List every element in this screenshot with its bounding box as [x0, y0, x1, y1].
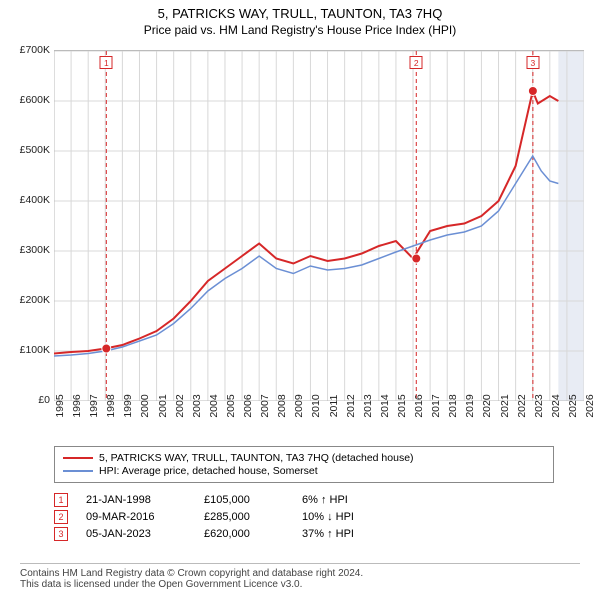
chart-svg: [54, 51, 584, 401]
legend-box: 5, PATRICKS WAY, TRULL, TAUNTON, TA3 7HQ…: [54, 446, 554, 483]
legend-label: HPI: Average price, detached house, Some…: [99, 465, 318, 477]
y-axis-label: £100K: [8, 344, 50, 356]
y-axis-label: £200K: [8, 294, 50, 306]
legend-swatch: [63, 457, 93, 459]
event-pct: 37% ↑ HPI: [302, 528, 412, 540]
event-pct: 6% ↑ HPI: [302, 494, 412, 506]
event-marker-badge: 3: [526, 56, 539, 69]
chart-title: 5, PATRICKS WAY, TRULL, TAUNTON, TA3 7HQ: [0, 6, 600, 21]
events-table: 1 21-JAN-1998 £105,000 6% ↑ HPI 2 09-MAR-2016…: [54, 490, 554, 544]
event-date: 09-MAR-2016: [86, 511, 186, 523]
footer-attribution: Contains HM Land Registry data © Crown c…: [20, 563, 580, 590]
event-date: 21-JAN-1998: [86, 494, 186, 506]
plot-region: [54, 50, 584, 400]
event-badge: 1: [54, 493, 68, 507]
event-price: £285,000: [204, 511, 284, 523]
legend-swatch: [63, 470, 93, 472]
chart-subtitle: Price paid vs. HM Land Registry's House …: [0, 23, 600, 37]
y-axis-label: £700K: [8, 44, 50, 56]
legend-item: 5, PATRICKS WAY, TRULL, TAUNTON, TA3 7HQ…: [63, 452, 545, 464]
event-row: 3 05-JAN-2023 £620,000 37% ↑ HPI: [54, 527, 554, 541]
event-marker-badge: 2: [410, 56, 423, 69]
legend-item: HPI: Average price, detached house, Some…: [63, 465, 545, 477]
y-axis-label: £500K: [8, 144, 50, 156]
footer-line1: Contains HM Land Registry data © Crown c…: [20, 568, 580, 579]
x-axis-label: 2026: [584, 394, 600, 417]
y-axis-label: £300K: [8, 244, 50, 256]
event-badge: 2: [54, 510, 68, 524]
event-row: 2 09-MAR-2016 £285,000 10% ↓ HPI: [54, 510, 554, 524]
y-axis-label: £600K: [8, 94, 50, 106]
event-row: 1 21-JAN-1998 £105,000 6% ↑ HPI: [54, 493, 554, 507]
event-marker-badge: 1: [100, 56, 113, 69]
y-axis-label: £400K: [8, 194, 50, 206]
event-badge: 3: [54, 527, 68, 541]
legend-label: 5, PATRICKS WAY, TRULL, TAUNTON, TA3 7HQ…: [99, 452, 414, 464]
chart-area: £0£100K£200K£300K£400K£500K£600K£700K199…: [8, 50, 592, 440]
y-axis-label: £0: [8, 394, 50, 406]
event-price: £105,000: [204, 494, 284, 506]
event-price: £620,000: [204, 528, 284, 540]
event-pct: 10% ↓ HPI: [302, 511, 412, 523]
event-date: 05-JAN-2023: [86, 528, 186, 540]
footer-line2: This data is licensed under the Open Gov…: [20, 579, 580, 590]
